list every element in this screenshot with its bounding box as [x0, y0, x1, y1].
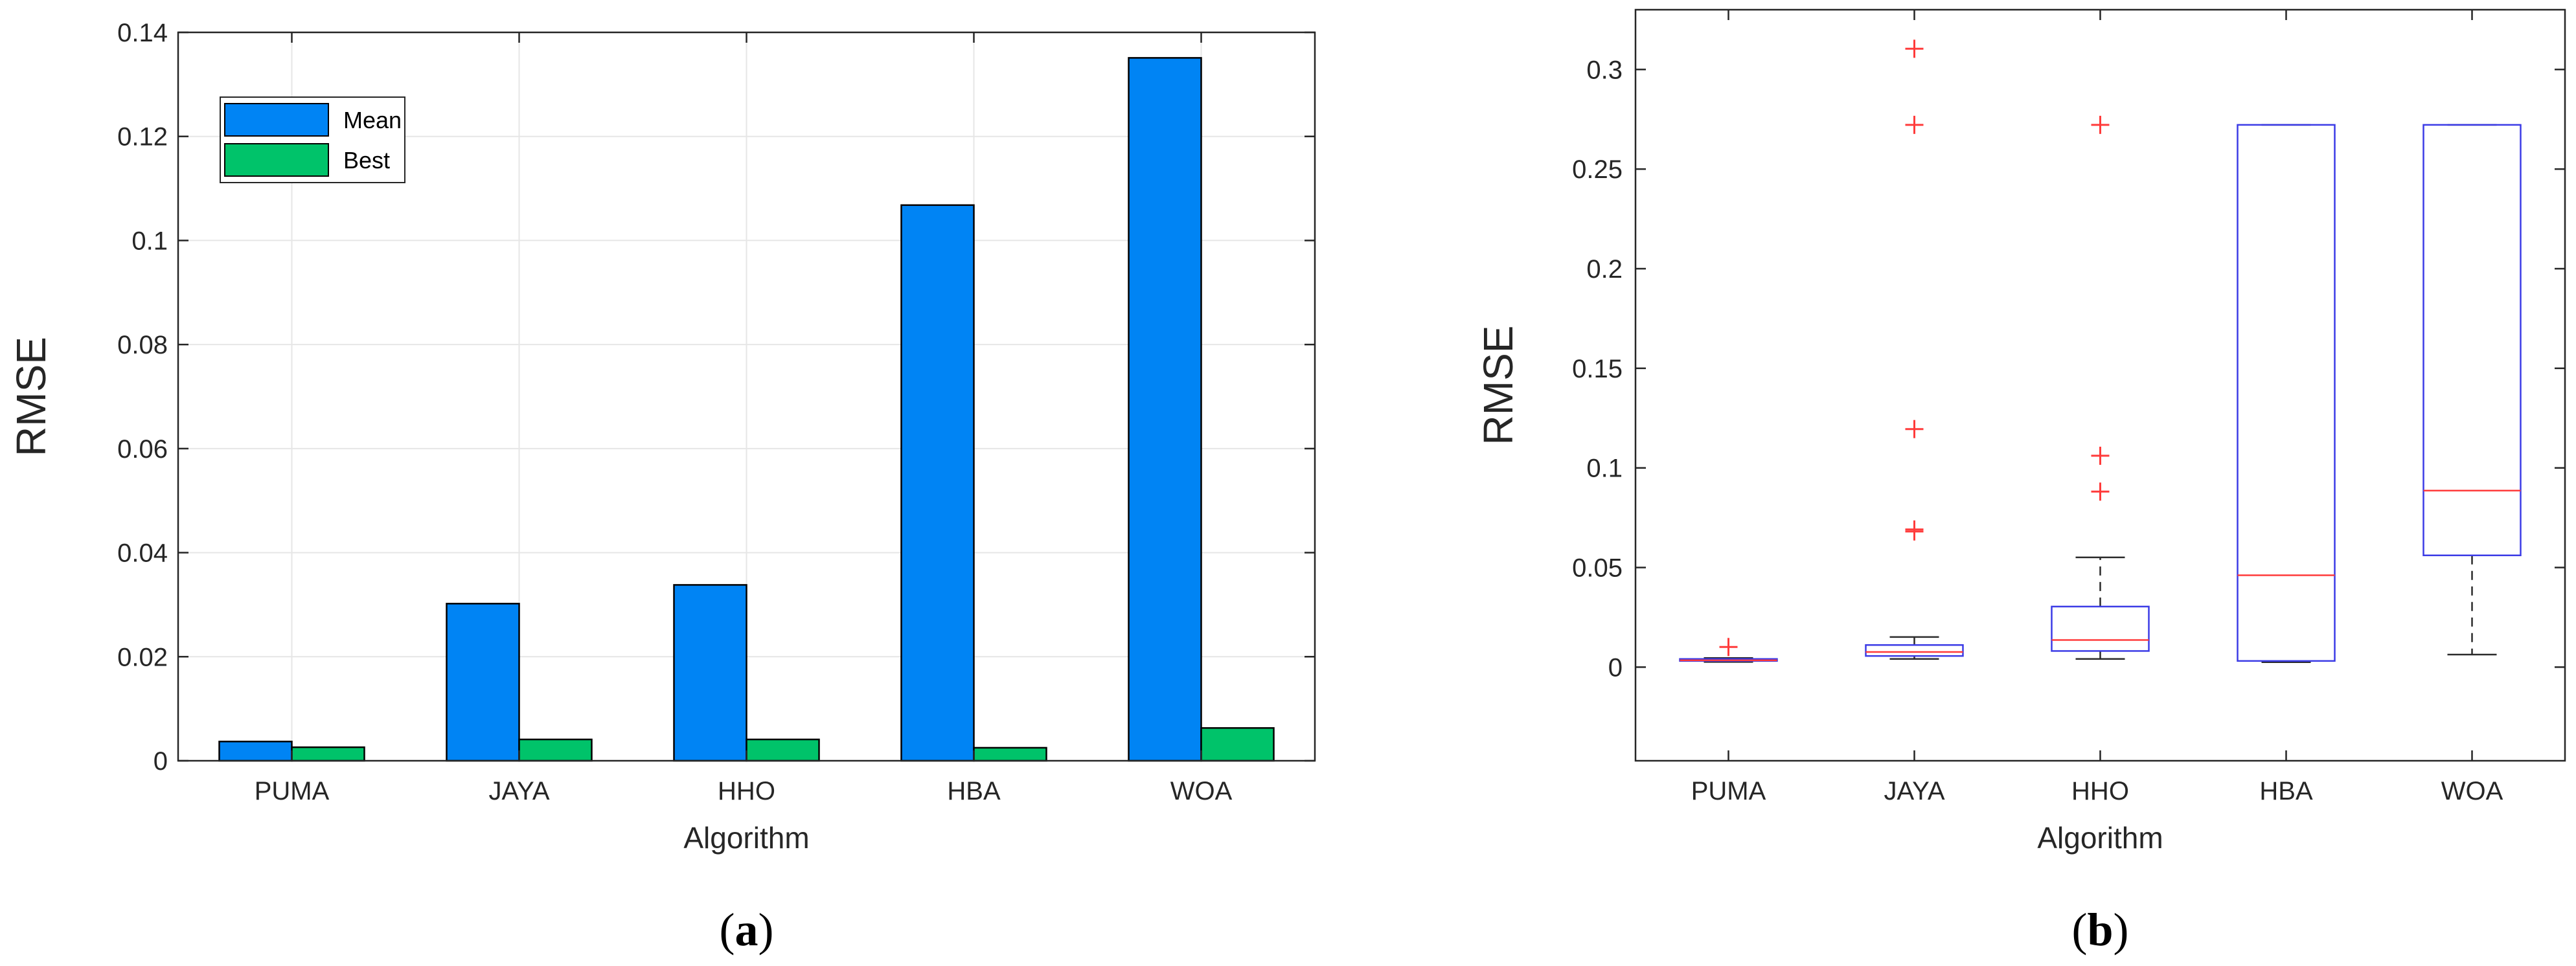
legend-swatch-mean: [224, 103, 329, 137]
y-tick-label: 0.06: [117, 435, 168, 464]
outlier-jaya: [1905, 420, 1924, 438]
caption-b: (b): [2071, 904, 2128, 956]
y-axis-ticks: 0 0.02 0.04 0.06 0.08 0.1 0.12 0.14: [117, 19, 1315, 776]
bar-best-puma: [291, 746, 365, 762]
x-tick-label: HHO: [2071, 777, 2129, 805]
outlier-hho: [2091, 446, 2110, 465]
y-tick-label: 0.2: [1586, 255, 1623, 284]
y-tick-label: 0.15: [1572, 355, 1623, 383]
y-tick-label: 0: [154, 747, 168, 776]
y-tick-label: 0.3: [1586, 56, 1623, 84]
x-axis-ticks: PUMA JAYA HHO HBA WOA: [1691, 10, 2503, 805]
x-axis-label: Algorithm: [2037, 821, 2163, 855]
x-tick-label: HBA: [2259, 777, 2313, 805]
bar-best-hho: [746, 738, 820, 762]
y-tick-label: 0.08: [117, 331, 168, 359]
y-axis-label: RMSE: [8, 337, 54, 456]
y-tick-label: 0.04: [117, 539, 168, 568]
panel-a-bar-chart: 0 0.02 0.04 0.06 0.08 0.1 0.12 0.14 PUMA JAYA HHO…: [8, 19, 1316, 956]
box-hba: [2237, 124, 2336, 662]
bar-mean-hba: [900, 204, 975, 762]
bar-mean-woa: [1128, 57, 1202, 762]
box-hho: [2051, 605, 2150, 652]
y-tick-label: 0.05: [1572, 554, 1623, 583]
boxes: [1679, 39, 2522, 663]
x-tick-label: HHO: [718, 777, 775, 805]
x-tick-label: JAYA: [488, 777, 549, 805]
bar-best-jaya: [518, 738, 593, 762]
y-axis-label: RMSE: [1475, 326, 1522, 445]
x-tick-label: WOA: [2441, 777, 2503, 805]
bar-best-hba: [973, 747, 1047, 762]
outlier-jaya: [1905, 115, 1924, 134]
legend-swatch-best: [224, 143, 329, 177]
x-tick-label: PUMA: [255, 777, 330, 805]
caption-a-letter: a: [735, 904, 758, 956]
panel-b-box-plot: 0 0.05 0.1 0.15 0.2 0.25 0.3 PUMA JAYA HHO HBA WOA…: [1475, 8, 2566, 956]
caption-b-letter: b: [2087, 904, 2113, 956]
y-tick-label: 0.25: [1572, 155, 1623, 184]
outlier-jaya: [1905, 39, 1924, 58]
legend: Mean Best: [220, 96, 405, 183]
y-tick-label: 0.1: [131, 227, 168, 255]
y-tick-label: 0: [1608, 653, 1623, 682]
x-tick-label: PUMA: [1691, 777, 1766, 805]
bar-best-woa: [1200, 727, 1275, 762]
outlier-hho: [2091, 482, 2110, 501]
x-axis-ticks: PUMA JAYA HHO HBA WOA: [255, 32, 1233, 805]
y-axis-ticks: 0 0.05 0.1 0.15 0.2 0.25 0.3: [1572, 56, 2565, 682]
y-tick-label: 0.1: [1586, 455, 1623, 483]
x-tick-label: HBA: [947, 777, 1001, 805]
x-tick-label: WOA: [1170, 777, 1233, 805]
y-tick-label: 0.02: [117, 643, 168, 671]
x-axis-label: Algorithm: [683, 821, 809, 855]
outlier-hho: [2091, 115, 2110, 134]
bar-mean-hho: [673, 584, 747, 762]
legend-label-mean: Mean: [343, 107, 402, 133]
outlier-jaya: [1905, 520, 1924, 539]
outlier-puma: [1719, 638, 1738, 657]
bar-mean-jaya: [446, 603, 520, 762]
x-tick-label: JAYA: [1884, 777, 1944, 805]
y-tick-label: 0.14: [117, 19, 168, 47]
y-tick-label: 0.12: [117, 123, 168, 152]
bars: [218, 57, 1275, 762]
caption-a: (a): [720, 904, 774, 956]
legend-label-best: Best: [343, 147, 390, 174]
box-jaya: [1865, 644, 1964, 657]
bar-mean-puma: [218, 741, 293, 762]
box-woa: [2422, 124, 2522, 557]
